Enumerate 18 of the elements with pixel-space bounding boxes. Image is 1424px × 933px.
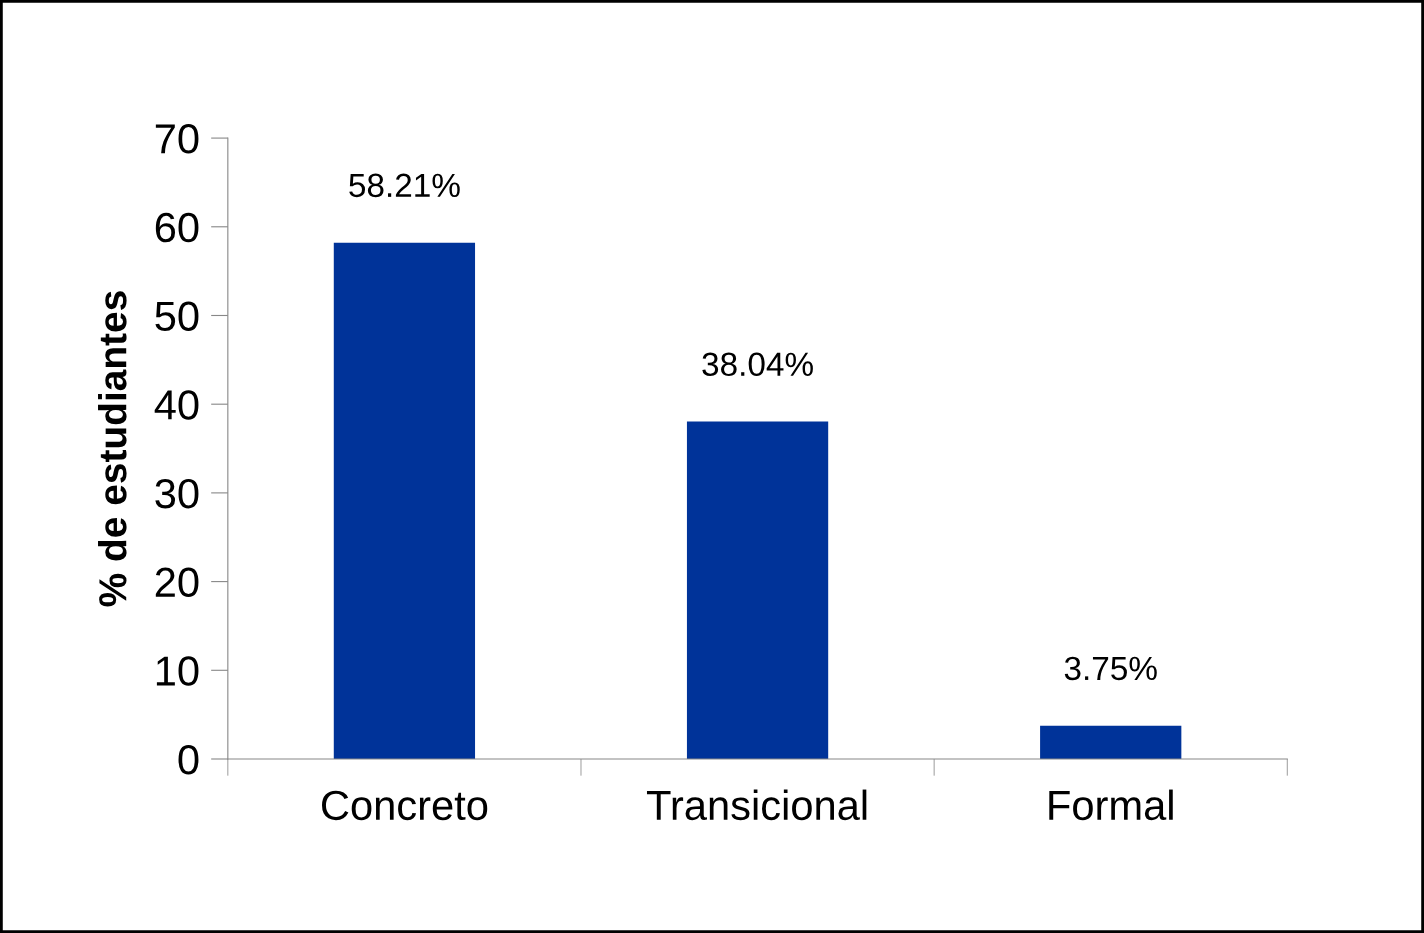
y-tick-label: 70 xyxy=(155,124,199,154)
data-label: 3.75% xyxy=(1064,656,1157,681)
y-tick-label: 30 xyxy=(155,478,199,509)
y-tick-label: 50 xyxy=(155,301,199,331)
y-axis-title: % de estudiantes xyxy=(98,291,127,607)
bar xyxy=(333,242,476,759)
data-label: 58.21% xyxy=(349,173,460,198)
y-tick-label: 20 xyxy=(155,567,199,598)
y-tick-label: 40 xyxy=(154,390,199,420)
bar xyxy=(686,421,829,759)
data-label: 38.04% xyxy=(702,352,813,377)
y-tick-label: 60 xyxy=(155,212,199,243)
x-tick-label: Concreto xyxy=(322,790,488,821)
bar xyxy=(1040,725,1182,759)
y-tick-label: 10 xyxy=(156,656,199,686)
x-tick-label: Formal xyxy=(1049,789,1173,821)
y-tick-label: 0 xyxy=(178,745,199,775)
x-tick-label: Transicional xyxy=(646,789,867,821)
